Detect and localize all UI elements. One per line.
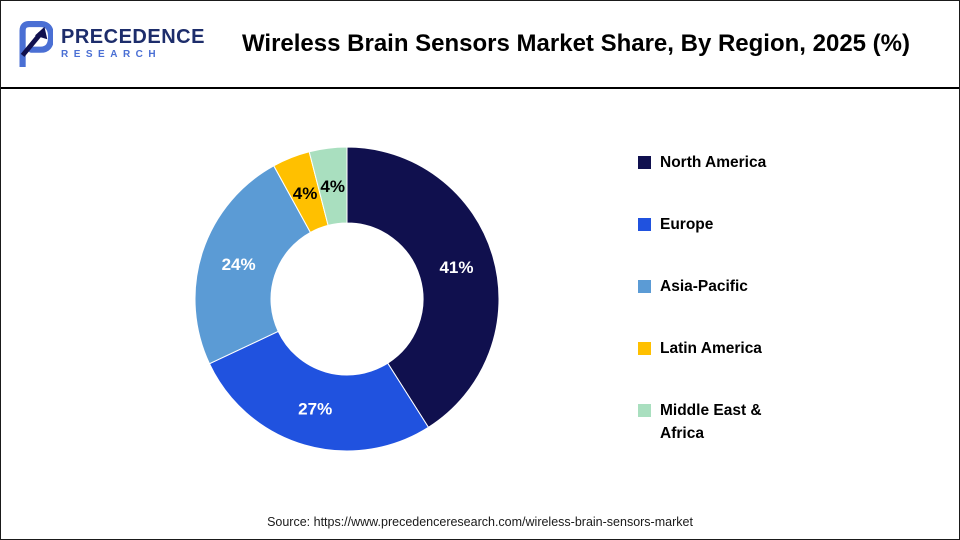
legend-item-europe: Europe [638,213,788,236]
slice-label-middle-east-africa: 4% [320,177,345,196]
brand-subname: RESEARCH [61,49,162,60]
legend-label-asia-pacific: Asia-Pacific [660,278,748,295]
header: PRECEDENCE RESEARCH Wireless Brain Senso… [1,1,959,89]
slice-label-north-america: 41% [439,258,473,277]
legend-marker-asia-pacific [638,280,651,293]
brand-logo-icon [19,21,53,67]
legend-label-north-america: North America [660,154,767,171]
donut-slice-asia-pacific [194,165,312,365]
chart-area: 41% 27% 24% 4% 4% North America Europe Asia-Pa… [1,89,959,539]
legend-marker-latin-america [638,342,651,355]
source-citation: Source: https://www.precedenceresearch.c… [267,515,693,529]
donut-chart: 41% 27% 24% 4% 4% [194,146,500,452]
legend-item-north-america: North America [638,151,788,174]
slice-label-europe: 27% [298,399,332,418]
legend-label-europe: Europe [660,216,714,233]
legend-marker-north-america [638,156,651,169]
chart-title: Wireless Brain Sensors Market Share, By … [241,29,911,57]
legend: North America Europe Asia-Pacific Latin Ame… [638,151,788,484]
donut-slice-north-america [346,146,500,429]
brand-name: PRECEDENCE [61,26,205,48]
donut-slice-middle-east-africa [308,146,348,226]
slice-label-latin-america: 4% [293,184,318,203]
legend-item-latin-america: Latin America [638,337,788,360]
legend-marker-europe [638,218,651,231]
slice-label-asia-pacific: 24% [222,255,256,274]
legend-item-middle-east-africa: Middle East & Africa [638,399,788,445]
legend-label-middle-east-africa: Middle East & Africa [660,402,762,442]
brand-logo-text: PRECEDENCE RESEARCH [61,26,205,62]
legend-item-asia-pacific: Asia-Pacific [638,275,788,298]
donut-slice-europe [208,330,430,452]
brand-logo: PRECEDENCE RESEARCH [1,21,223,67]
legend-marker-middle-east-africa [638,404,651,417]
legend-label-latin-america: Latin America [660,340,762,357]
